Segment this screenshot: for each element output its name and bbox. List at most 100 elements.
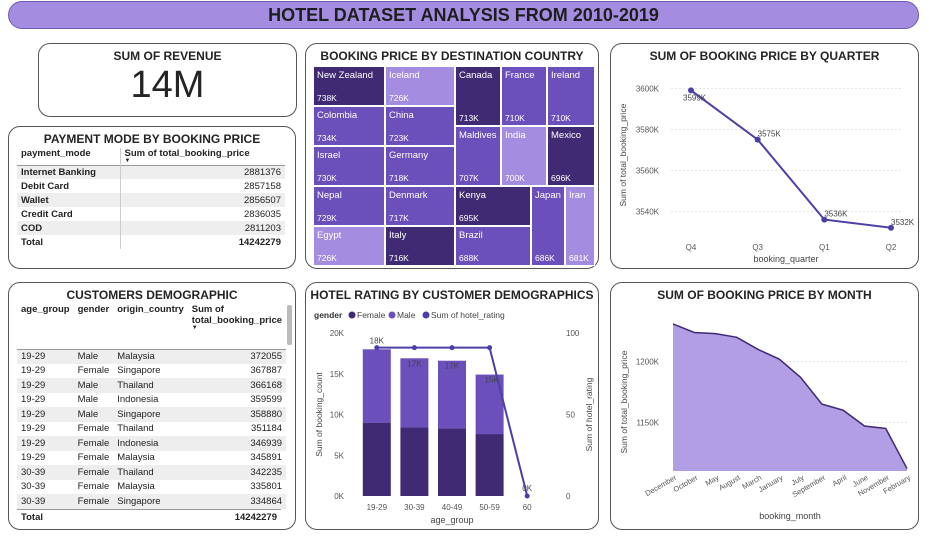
treemap-label: Iceland — [389, 70, 420, 81]
x-tick-label: 40-49 — [442, 503, 463, 512]
y-tick-label: 15K — [330, 370, 345, 379]
demo-gender-cell: Male — [73, 378, 114, 393]
table-row[interactable]: Credit Card 2836035 — [17, 207, 285, 221]
demo-country-cell: Malaysia — [113, 349, 188, 364]
treemap-cell[interactable]: Brazil 688K — [455, 226, 531, 266]
payment-mode-cell: Debit Card — [21, 180, 70, 192]
demo-value-cell: 334864 — [187, 494, 287, 509]
table-row[interactable]: 19-29 Female Indonesia 346939 — [17, 436, 287, 451]
treemap-cell[interactable]: India 700K — [501, 126, 547, 186]
demo-age-cell: 19-29 — [21, 452, 46, 464]
series-line — [690, 89, 892, 229]
payment-mode-cell: Internet Banking — [17, 165, 121, 179]
demo-age-cell: 30-39 — [21, 481, 46, 493]
legend-title: gender — [314, 310, 343, 320]
payment-table: payment_mode Sum of total_booking_price … — [17, 148, 285, 249]
treemap-cell[interactable]: Italy 716K — [385, 226, 455, 266]
demo-col-sum[interactable]: Sum of total_booking_price ▼ — [188, 304, 286, 349]
treemap-cell[interactable]: Kenya 695K — [455, 186, 531, 226]
demo-col-age[interactable]: age_group — [21, 304, 70, 315]
treemap-label: Denmark — [389, 190, 428, 201]
treemap-cell[interactable]: France 710K — [501, 66, 547, 126]
payment-col-mode[interactable]: payment_mode — [21, 148, 91, 159]
table-row[interactable]: 19-29 Male Singapore 358880 — [17, 407, 287, 422]
kpi-title: SUM OF REVENUE — [113, 49, 222, 63]
treemap-label: Israel — [317, 150, 341, 161]
treemap-cell[interactable]: Mexico 696K — [547, 126, 595, 186]
payment-col-sum-label: Sum of total_booking_price — [124, 148, 250, 159]
treemap-cell[interactable]: Iceland 726K — [385, 66, 455, 106]
y-tick-label: 20K — [330, 329, 345, 338]
treemap-cell[interactable]: Colombia 734K — [313, 106, 385, 146]
treemap-label: France — [505, 70, 535, 81]
table-row[interactable]: 30-39 Female Malaysia 335801 — [17, 480, 286, 495]
table-row[interactable]: 19-29 Female Thailand 351184 — [17, 422, 286, 437]
y2-axis-label: Sum of hotel_rating — [584, 377, 594, 451]
demo-value-cell: 346939 — [187, 436, 287, 451]
demo-value-cell: 358880 — [187, 407, 287, 422]
treemap-value: 700K — [505, 173, 525, 183]
demo-age-cell: 30-39 — [17, 494, 74, 509]
table-row[interactable]: 19-29 Male Indonesia 359599 — [17, 393, 286, 408]
table-row[interactable]: 19-29 Female Malaysia 345891 — [17, 451, 286, 466]
demo-table: age_group gender origin_country Sum of t… — [17, 304, 287, 509]
treemap-cell[interactable]: Israel 730K — [313, 146, 385, 186]
treemap-value: 695K — [459, 213, 479, 223]
demo-scrollbar[interactable] — [287, 305, 292, 345]
rating-point — [449, 345, 455, 351]
demo-country-cell: Singapore — [117, 365, 161, 377]
bar-female — [362, 422, 391, 496]
y-tick-label: 1150K — [636, 418, 659, 427]
x-tick-label: Q2 — [886, 243, 897, 252]
table-row[interactable]: Debit Card 2857158 — [17, 179, 285, 193]
kpi-value: 14M — [130, 64, 205, 106]
table-row[interactable]: Internet Banking 2881376 — [17, 165, 285, 179]
demo-col-gender[interactable]: gender — [77, 304, 110, 315]
treemap-cell[interactable]: Denmark 717K — [385, 186, 455, 226]
treemap-label: Kenya — [459, 190, 486, 201]
x-tick-label: 50-59 — [479, 503, 500, 512]
treemap-cell[interactable]: Egypt 726K — [313, 226, 385, 266]
table-row[interactable]: 30-39 Female Singapore 334864 — [17, 494, 287, 509]
treemap-value: 710K — [505, 113, 525, 123]
y-tick-label: 5K — [334, 451, 344, 460]
treemap-cell[interactable]: Nepal 729K — [313, 186, 385, 226]
table-row[interactable]: 19-29 Male Thailand 366168 — [17, 378, 287, 393]
x-axis-label: age_group — [430, 515, 473, 525]
y-axis-label: Sum of total_booking_price — [618, 103, 628, 206]
treemap-label: Ireland — [551, 70, 581, 81]
bar-female — [400, 427, 429, 496]
bar-male — [400, 358, 429, 428]
demo-age-cell: 30-39 — [17, 465, 74, 480]
payment-mode-cell: Credit Card — [21, 208, 73, 220]
data-label: 3599K — [683, 93, 707, 102]
treemap-label: Italy — [389, 230, 407, 241]
payment-col-sum[interactable]: Sum of total_booking_price ▼ — [119, 148, 285, 165]
demo-gender-cell: Male — [73, 349, 114, 364]
treemap-cell[interactable]: New Zealand 738K — [313, 66, 385, 106]
treemap-cell[interactable]: Ireland 710K — [547, 66, 595, 126]
treemap-cell[interactable]: China 723K — [385, 106, 455, 146]
table-row[interactable]: 19-29 Female Singapore 367887 — [17, 364, 286, 379]
table-row[interactable]: COD 2811203 — [17, 221, 285, 235]
table-row[interactable]: 30-39 Female Thailand 342235 — [17, 465, 287, 480]
demo-age-cell: 19-29 — [21, 423, 46, 435]
y2-tick-label: 50 — [566, 411, 575, 420]
demo-col-country[interactable]: origin_country — [117, 304, 184, 315]
treemap-cell[interactable]: Canada 713K — [455, 66, 501, 126]
table-row[interactable]: Wallet 2856507 — [17, 193, 285, 207]
treemap-cell[interactable]: Japan 686K — [531, 186, 565, 266]
payment-value-cell: 2811203 — [119, 221, 285, 235]
rating-title: HOTEL RATING BY CUSTOMER DEMOGRAPHICS — [310, 288, 594, 302]
demo-age-cell: 19-29 — [17, 436, 74, 451]
x-axis-label: booking_quarter — [753, 254, 818, 264]
treemap-label: New Zealand — [317, 70, 373, 81]
treemap-cell[interactable]: Germany 718K — [385, 146, 455, 186]
quarter-line-chart: 3540K 3560K 3580K 3600K 3599K Q4 3575K Q3 3536K Q… — [618, 84, 915, 264]
treemap-cell[interactable]: Maldives 707K — [455, 126, 501, 186]
table-row[interactable]: 19-29 Male Malaysia 372055 — [17, 349, 287, 364]
legend-marker — [422, 311, 430, 319]
treemap-label: Iran — [569, 190, 586, 201]
treemap-label: Colombia — [317, 110, 358, 121]
treemap-cell[interactable]: Iran 681K — [565, 186, 595, 266]
